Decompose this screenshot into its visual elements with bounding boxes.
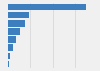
Bar bbox=[8, 53, 10, 59]
Bar bbox=[8, 61, 9, 67]
Bar bbox=[8, 44, 13, 51]
Bar bbox=[8, 12, 29, 18]
Bar bbox=[8, 28, 20, 35]
Bar bbox=[8, 4, 86, 10]
Bar bbox=[8, 20, 25, 27]
Bar bbox=[8, 36, 16, 43]
